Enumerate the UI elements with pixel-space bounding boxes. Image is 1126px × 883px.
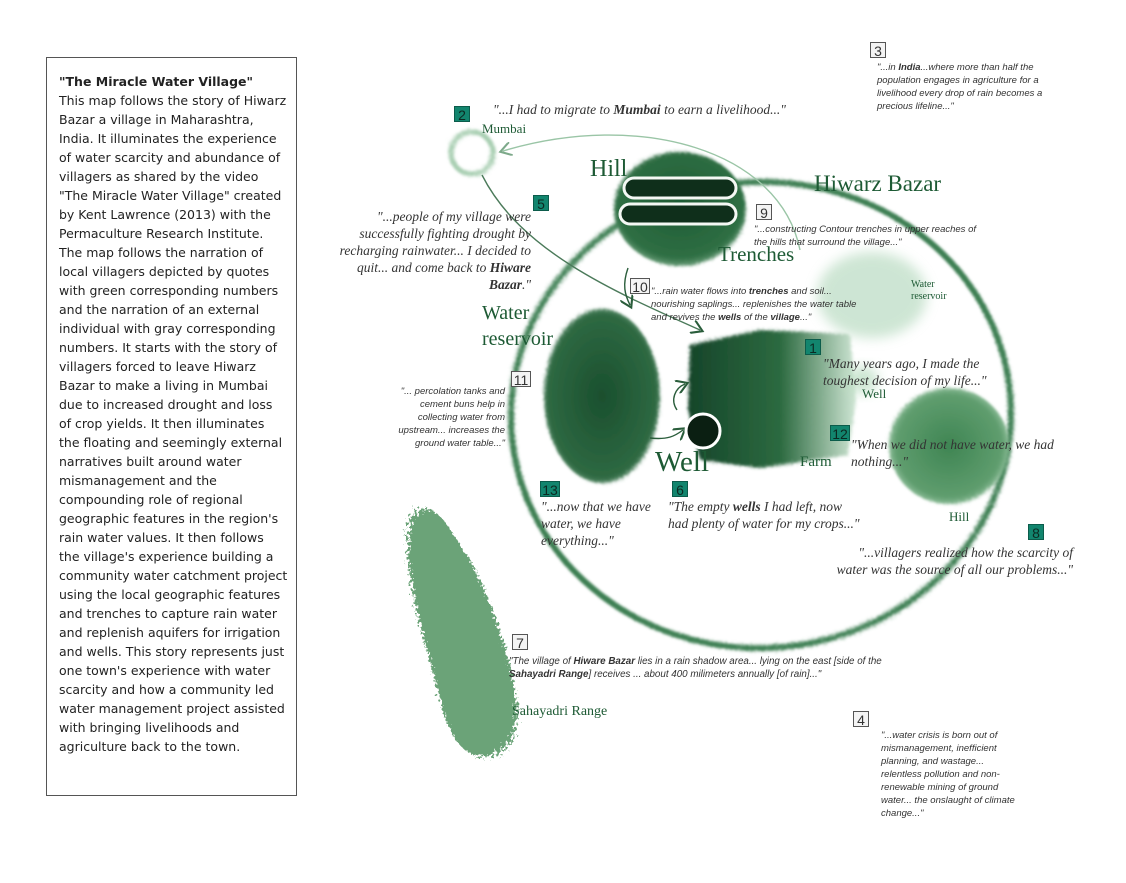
quote-5: "...people of my village were successful… xyxy=(339,209,531,292)
mumbai-marker xyxy=(448,129,496,177)
quote-3: "...in India...where more than half the … xyxy=(877,62,1043,112)
right-hill xyxy=(889,388,1009,504)
quote-7: "The village of Hiware Bazar lies in a r… xyxy=(509,656,882,680)
quote-12: "When we did not have water, we had noth… xyxy=(851,437,1054,469)
quote-9: "...constructing Contour trenches in upp… xyxy=(754,224,976,248)
village-boundary xyxy=(508,178,1014,652)
badge-12: 12 xyxy=(830,425,850,442)
badge-10: 10 xyxy=(630,278,650,295)
quote-4: "...water crisis is born out of mismanag… xyxy=(881,730,1015,819)
panel-title: "The Miracle Water Village" xyxy=(59,74,254,89)
migration-arrow xyxy=(503,134,801,251)
farm-area xyxy=(688,330,856,468)
badge-11: 11 xyxy=(511,371,531,388)
badge-2: 2 xyxy=(454,106,470,123)
quote-1: "Many years ago, I made the toughest dec… xyxy=(823,356,987,388)
badge-4: 4 xyxy=(853,711,869,728)
label-water-reservoir-big: Water reservoir xyxy=(482,302,554,350)
label-sahayadri: Sahayadri Range xyxy=(512,704,608,719)
hill-trenches xyxy=(614,152,746,266)
badge-9: 9 xyxy=(756,204,772,221)
badge-5: 5 xyxy=(533,195,549,212)
quote-13: "...now that we have water, we have ever… xyxy=(541,499,651,548)
label-well-small: Well xyxy=(862,386,887,401)
reservoir-to-well-arrow xyxy=(649,430,683,439)
badge-1: 1 xyxy=(805,339,821,356)
label-hiwarz-bazar: Hiwarz Bazar xyxy=(814,171,942,196)
label-hill-bottom: Hill xyxy=(949,509,970,524)
label-mumbai: Mumbai xyxy=(482,121,527,136)
label-water-reservoir-small: Water reservoir xyxy=(911,279,947,302)
quote-11: "... percolation tanks and cement buns h… xyxy=(398,386,505,449)
badge-6: 6 xyxy=(672,481,688,498)
badge-8: 8 xyxy=(1028,524,1044,541)
panel-body: This map follows the story of Hiwarz Baz… xyxy=(59,93,288,754)
well-marker xyxy=(684,412,722,450)
quote-8: "...villagers realized how the scarcity … xyxy=(836,545,1073,577)
hill-to-reservoir-arrow xyxy=(625,267,630,305)
label-farm: Farm xyxy=(800,454,832,470)
label-hill-top: Hill xyxy=(590,156,628,182)
badge-7: 7 xyxy=(512,634,528,651)
quote-6: "The empty wells I had left, now had ple… xyxy=(668,499,860,531)
badge-3: 3 xyxy=(870,42,886,59)
quote-10: "...rain water flows into trenches and s… xyxy=(651,286,857,323)
label-well-big: Well xyxy=(655,446,710,478)
big-reservoir xyxy=(544,309,660,483)
small-well xyxy=(846,366,878,394)
return-arrow xyxy=(481,174,700,330)
small-reservoir xyxy=(817,252,927,338)
quote-2: "...I had to migrate to Mumbai to earn a… xyxy=(493,102,786,117)
story-panel: "The Miracle Water Village" This map fol… xyxy=(46,57,297,796)
label-trenches: Trenches xyxy=(718,242,795,266)
badge-13: 13 xyxy=(540,481,560,498)
well-to-farm-arrow xyxy=(673,384,685,411)
sahayadri-range xyxy=(407,509,518,757)
